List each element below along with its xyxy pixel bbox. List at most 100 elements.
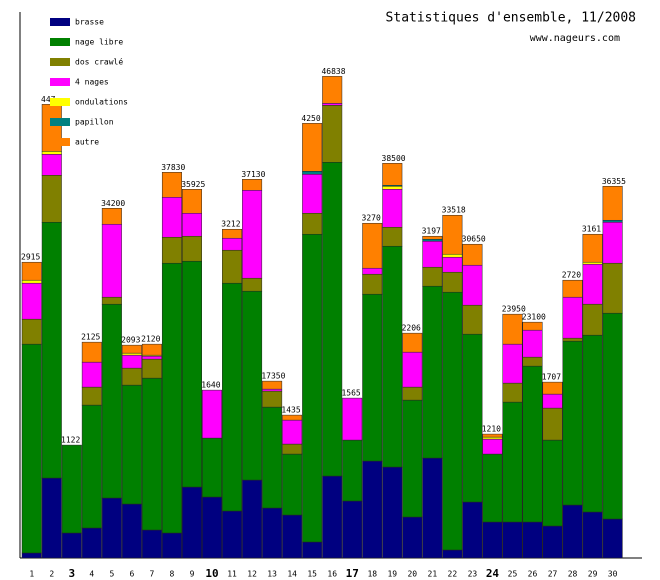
bar-segment xyxy=(582,303,603,336)
bar-segment xyxy=(382,245,403,468)
bar-segment xyxy=(141,343,162,356)
bar-segment xyxy=(322,103,343,106)
bar-segment xyxy=(41,154,62,176)
x-tick-label: 18 xyxy=(367,570,377,579)
legend-swatch xyxy=(50,18,70,26)
total-label: 1565 xyxy=(341,389,360,398)
bar-segment xyxy=(502,521,523,559)
x-tick-label: 24 xyxy=(486,567,500,580)
bar-segment xyxy=(141,529,162,559)
bar-segment xyxy=(101,208,122,225)
bar-segment xyxy=(242,190,263,279)
bar-segment xyxy=(302,171,323,175)
bar-segment xyxy=(161,236,182,264)
x-tick-label: 16 xyxy=(327,570,337,579)
bar-segment xyxy=(482,438,503,455)
bar-segment xyxy=(302,541,323,559)
bar-segment xyxy=(442,291,463,551)
total-label: 23950 xyxy=(502,305,526,314)
bar-segment xyxy=(442,271,463,293)
bar-segment xyxy=(522,356,543,367)
bar-segment xyxy=(462,264,483,306)
x-tick-label: 26 xyxy=(528,570,538,579)
total-label: 1435 xyxy=(281,406,300,415)
total-label: 36355 xyxy=(602,177,626,186)
x-tick-label: 20 xyxy=(407,570,417,579)
total-label: 46838 xyxy=(321,67,345,76)
bar-segment xyxy=(81,341,102,363)
bar-segment xyxy=(41,151,62,155)
bar-segment xyxy=(41,477,62,559)
bar-segment xyxy=(602,262,623,314)
legend-swatch xyxy=(50,58,70,66)
bar-segment xyxy=(362,273,383,295)
bar-segment xyxy=(242,179,263,191)
total-label: 34200 xyxy=(101,199,125,208)
bar-segment xyxy=(362,460,383,559)
bar-segment xyxy=(522,521,543,559)
x-tick-label: 4 xyxy=(89,570,94,579)
bar-segment xyxy=(181,212,202,237)
bar-segment xyxy=(222,237,243,251)
legend-label: dos crawlé xyxy=(75,57,123,67)
bar-segment xyxy=(342,397,363,441)
bar-segment xyxy=(522,321,543,331)
total-label: 2206 xyxy=(402,324,421,333)
bar-segment xyxy=(562,296,583,339)
bar-segment xyxy=(21,318,42,345)
bar-segment xyxy=(382,466,403,559)
x-tick-label: 27 xyxy=(548,570,558,579)
total-label: 33518 xyxy=(442,206,466,215)
bar-segment xyxy=(121,367,142,386)
x-tick-label: 17 xyxy=(346,567,359,580)
legend-swatch xyxy=(50,38,70,46)
bar-segment xyxy=(562,340,583,506)
bar-segment xyxy=(161,172,182,198)
x-tick-label: 8 xyxy=(170,570,175,579)
x-tick-label: 15 xyxy=(307,570,317,579)
bar-segment xyxy=(602,518,623,559)
x-tick-label: 9 xyxy=(190,570,195,579)
total-label: 4250 xyxy=(301,114,320,123)
bar-segment xyxy=(542,407,563,441)
bar-segment xyxy=(602,186,623,221)
total-label: 3161 xyxy=(582,225,601,234)
bar-segment xyxy=(202,496,223,559)
x-tick-label: 19 xyxy=(387,570,397,579)
x-tick-label: 30 xyxy=(608,570,618,579)
bar-segment xyxy=(262,390,283,408)
bar-segment xyxy=(382,189,403,228)
bar-segment xyxy=(61,444,82,534)
x-tick-label: 13 xyxy=(267,570,277,579)
bar-segment xyxy=(402,332,423,353)
bar-segment xyxy=(141,355,162,360)
total-label: 1707 xyxy=(542,373,561,382)
bar-segment xyxy=(322,76,343,104)
bar-segment xyxy=(121,384,142,505)
bar-segment xyxy=(462,333,483,503)
bar-segment xyxy=(442,256,463,273)
bar-segment xyxy=(302,233,323,543)
bar-segment xyxy=(482,453,503,523)
legend-label: nage libre xyxy=(75,38,123,47)
bar-segment xyxy=(21,343,42,554)
bar-segment xyxy=(202,437,223,498)
bar-segment xyxy=(362,267,383,275)
bar-segment xyxy=(422,457,443,559)
bar-segment xyxy=(582,263,603,305)
total-label: 2720 xyxy=(562,271,581,280)
x-tick-label: 3 xyxy=(68,567,75,580)
bar-segment xyxy=(482,436,503,440)
legend-label: papillon xyxy=(75,118,114,127)
total-label: 3270 xyxy=(362,214,381,223)
bar-segment xyxy=(21,552,42,559)
bar-segment xyxy=(81,361,102,388)
bar-segment xyxy=(282,514,303,559)
x-tick-label: 28 xyxy=(568,570,578,579)
x-tick-label: 1 xyxy=(29,570,34,579)
legend-label: 4 nages xyxy=(75,78,109,87)
total-label: 37130 xyxy=(241,170,265,179)
bar-segment xyxy=(282,419,303,445)
total-label: 2120 xyxy=(141,335,160,344)
x-tick-label: 22 xyxy=(448,570,458,579)
